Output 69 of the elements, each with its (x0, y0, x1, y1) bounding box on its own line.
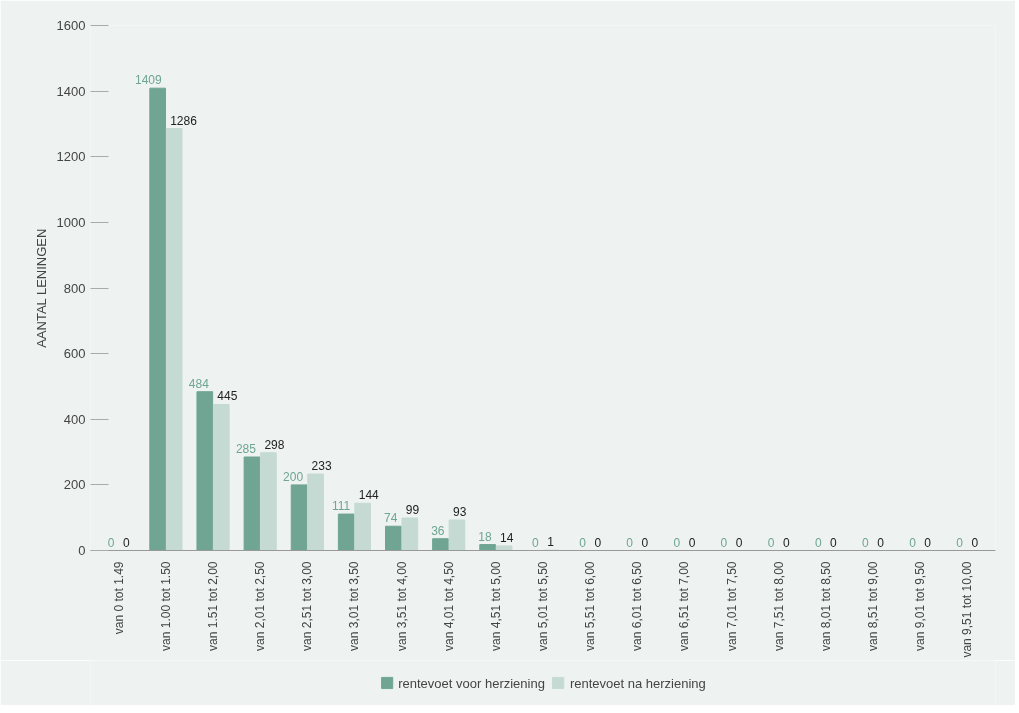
legend-label: rentevoet na herziening (569, 675, 706, 690)
data-label: 484 (188, 376, 210, 391)
data-label: 0 (641, 535, 649, 550)
data-label: 0 (532, 535, 540, 550)
data-label: 74 (384, 511, 398, 526)
x-tick-label: van 2,51 tot 3,00 (300, 561, 315, 651)
data-label: 0 (579, 535, 587, 550)
x-tick-label: van 5,51 tot 6,00 (583, 561, 598, 651)
data-label: 1286 (170, 113, 198, 128)
x-tick-label: van 5,01 tot 5,50 (536, 561, 550, 651)
data-label: 0 (909, 535, 917, 550)
data-label: 0 (594, 535, 602, 550)
x-tick-label: van 3,51 tot 4,00 (394, 561, 409, 651)
data-label: 0 (123, 535, 131, 550)
data-label: 111 (331, 499, 351, 514)
data-label: 1 (547, 535, 555, 550)
data-label: 0 (720, 535, 728, 550)
data-label: 200 (283, 469, 304, 484)
data-label: 0 (107, 535, 115, 550)
y-tick-label: 800 (63, 280, 86, 296)
data-label: 14 (500, 530, 514, 545)
y-tick-label: 400 (63, 411, 86, 427)
data-label: 93 (452, 504, 467, 519)
x-tick-label: van 8,51 tot 9,00 (865, 561, 880, 651)
x-tick-label: van 6,51 tot 7,00 (677, 561, 692, 651)
y-tick-label: 1400 (56, 83, 86, 99)
data-label: 36 (431, 523, 445, 538)
data-label: 0 (782, 535, 790, 550)
data-label: 0 (767, 535, 775, 550)
data-label: 144 (358, 488, 380, 503)
x-tick-label: van 3,01 tot 3,50 (347, 561, 362, 651)
data-label: 285 (235, 441, 257, 456)
y-tick-label: 1000 (56, 214, 86, 230)
x-tick-label: van 4,01 tot 4,50 (441, 561, 456, 651)
x-tick-label: van 4,51 tot 5,00 (488, 561, 503, 651)
data-label: 0 (688, 535, 696, 550)
x-tick-label: van 0 tot 1.49 (111, 561, 126, 635)
y-axis-title: AANTAL LENINGEN (33, 228, 49, 348)
x-tick-label: van 9,01 tot 9,50 (913, 561, 928, 651)
data-label: 0 (735, 535, 743, 550)
x-tick-label: van 6,01 tot 6,50 (630, 561, 645, 651)
x-tick-label: van 1.51 tot 2,00 (206, 561, 221, 651)
y-tick-label: 0 (78, 543, 86, 558)
x-tick-label: van 1.00 tot 1.50 (158, 561, 173, 651)
data-label: 18 (478, 529, 492, 544)
y-tick-label: 1200 (56, 149, 86, 165)
x-tick-label: van 7,51 tot 8,00 (771, 561, 786, 651)
data-label: 99 (405, 503, 420, 518)
data-label: 0 (814, 535, 822, 550)
data-label: 0 (626, 535, 634, 550)
y-tick-label: 1600 (56, 18, 86, 33)
data-label: 0 (877, 535, 885, 550)
data-label: 1409 (134, 73, 162, 88)
x-tick-label: van 9,51 tot 10,00 (960, 561, 975, 658)
data-label: 0 (673, 535, 681, 550)
data-label: 0 (924, 535, 932, 550)
data-label: 0 (971, 535, 979, 550)
data-label: 445 (217, 389, 238, 404)
data-label: 298 (264, 437, 285, 452)
x-tick-label: van 8,01 tot 8,50 (818, 561, 833, 651)
x-tick-label: van 2,01 tot 2,50 (253, 561, 268, 651)
data-label: 0 (862, 535, 870, 550)
data-label: 0 (956, 535, 964, 550)
legend-label: rentevoet voor herziening (398, 675, 545, 690)
data-label: 233 (311, 459, 332, 474)
data-label: 0 (830, 535, 838, 550)
y-tick-label: 200 (63, 477, 86, 493)
y-tick-label: 600 (63, 346, 86, 362)
x-tick-label: van 7,01 tot 7,50 (724, 561, 739, 651)
